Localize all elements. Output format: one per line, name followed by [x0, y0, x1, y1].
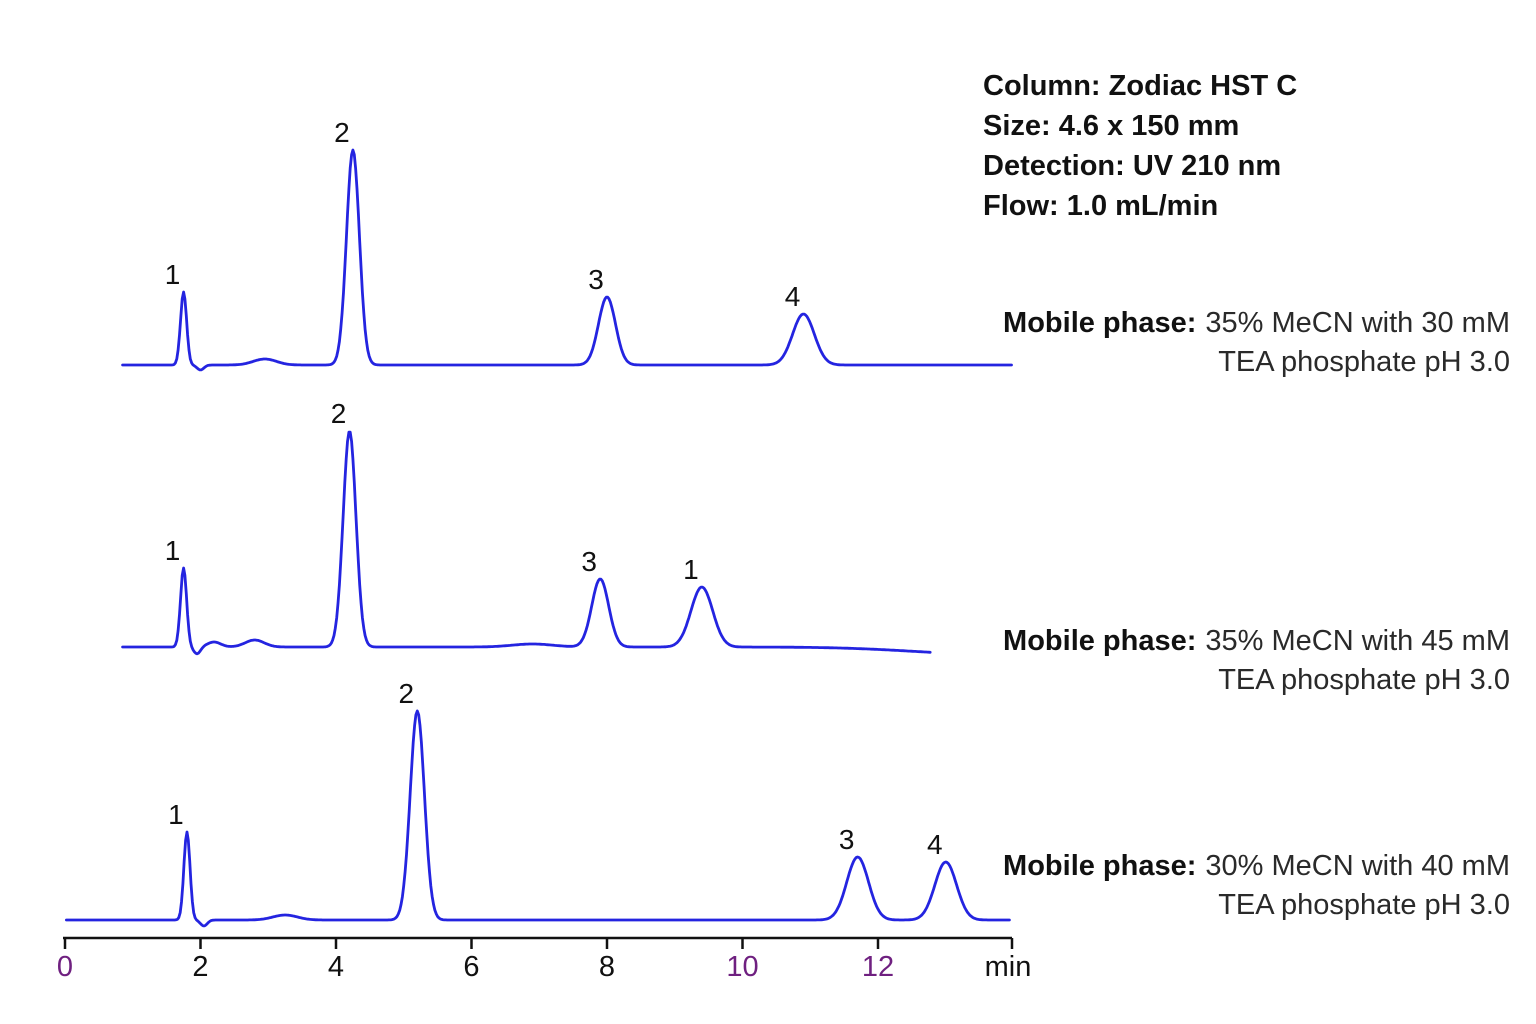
x-axis-tick-label-4: 4 [328, 951, 344, 983]
mobile-phase-label: Mobile phase: [1003, 850, 1197, 882]
mobile-phase-line-1: Mobile phase: 30% MeCN with 40 mM [1003, 847, 1510, 886]
peak-label-4: 4 [927, 829, 943, 860]
column-info-line: Detection: UV 210 nm [983, 150, 1282, 182]
column-info-line: Size: 4.6 x 150 mm [983, 110, 1240, 142]
mobile-phase-line-2: TEA phosphate pH 3.0 [1218, 664, 1510, 696]
peak-label-3: 3 [581, 546, 597, 577]
mobile-phase-annotation-1: Mobile phase: 35% MeCN with 30 mM TEA pho… [1003, 304, 1510, 382]
peak-label-1: 1 [683, 554, 699, 585]
chromatogram-trace-1 [121, 148, 1013, 372]
mobile-phase-line-2: TEA phosphate pH 3.0 [1218, 889, 1510, 921]
x-axis-tick-label-6: 6 [463, 951, 479, 983]
mobile-phase-line-1: Mobile phase: 35% MeCN with 45 mM [1003, 622, 1510, 661]
x-axis-tick-label-8: 8 [599, 951, 615, 983]
peak-label-3: 3 [839, 824, 855, 855]
column-info-line: Flow: 1.0 mL/min [983, 190, 1219, 222]
x-axis-tick-label-10: 10 [726, 951, 758, 983]
chromatogram-trace-3 [65, 709, 1011, 928]
mobile-phase-label: Mobile phase: [1003, 625, 1197, 657]
mobile-phase-value: 30% MeCN with 40 mM [1205, 850, 1510, 882]
column-info-panel: Column: Zodiac HST C Size: 4.6 x 150 mm … [983, 66, 1297, 226]
peak-label-1: 1 [165, 535, 181, 566]
peak-label-2: 2 [334, 117, 350, 148]
x-axis-tick-label-2: 2 [192, 951, 208, 983]
chromatogram-trace-2 [121, 430, 932, 656]
mobile-phase-value: 35% MeCN with 30 mM [1205, 307, 1510, 339]
mobile-phase-annotation-2: Mobile phase: 35% MeCN with 45 mM TEA pho… [1003, 622, 1510, 700]
x-axis-tick-label-12: 12 [862, 951, 894, 983]
mobile-phase-value: 35% MeCN with 45 mM [1205, 625, 1510, 657]
peak-label-2: 2 [399, 678, 415, 709]
x-axis-tick-label-0: 0 [57, 951, 73, 983]
mobile-phase-line-1: Mobile phase: 35% MeCN with 30 mM [1003, 304, 1510, 343]
peak-label-1: 1 [168, 799, 184, 830]
column-info-line: Column: Zodiac HST C [983, 70, 1298, 102]
peak-label-3: 3 [588, 264, 604, 295]
peak-label-4: 4 [785, 281, 801, 312]
peak-label-1: 1 [165, 259, 181, 290]
mobile-phase-annotation-3: Mobile phase: 30% MeCN with 40 mM TEA pho… [1003, 847, 1510, 925]
peak-label-2: 2 [331, 398, 347, 429]
x-axis-unit-label: min [985, 951, 1032, 983]
mobile-phase-label: Mobile phase: [1003, 307, 1197, 339]
mobile-phase-line-2: TEA phosphate pH 3.0 [1218, 346, 1510, 378]
